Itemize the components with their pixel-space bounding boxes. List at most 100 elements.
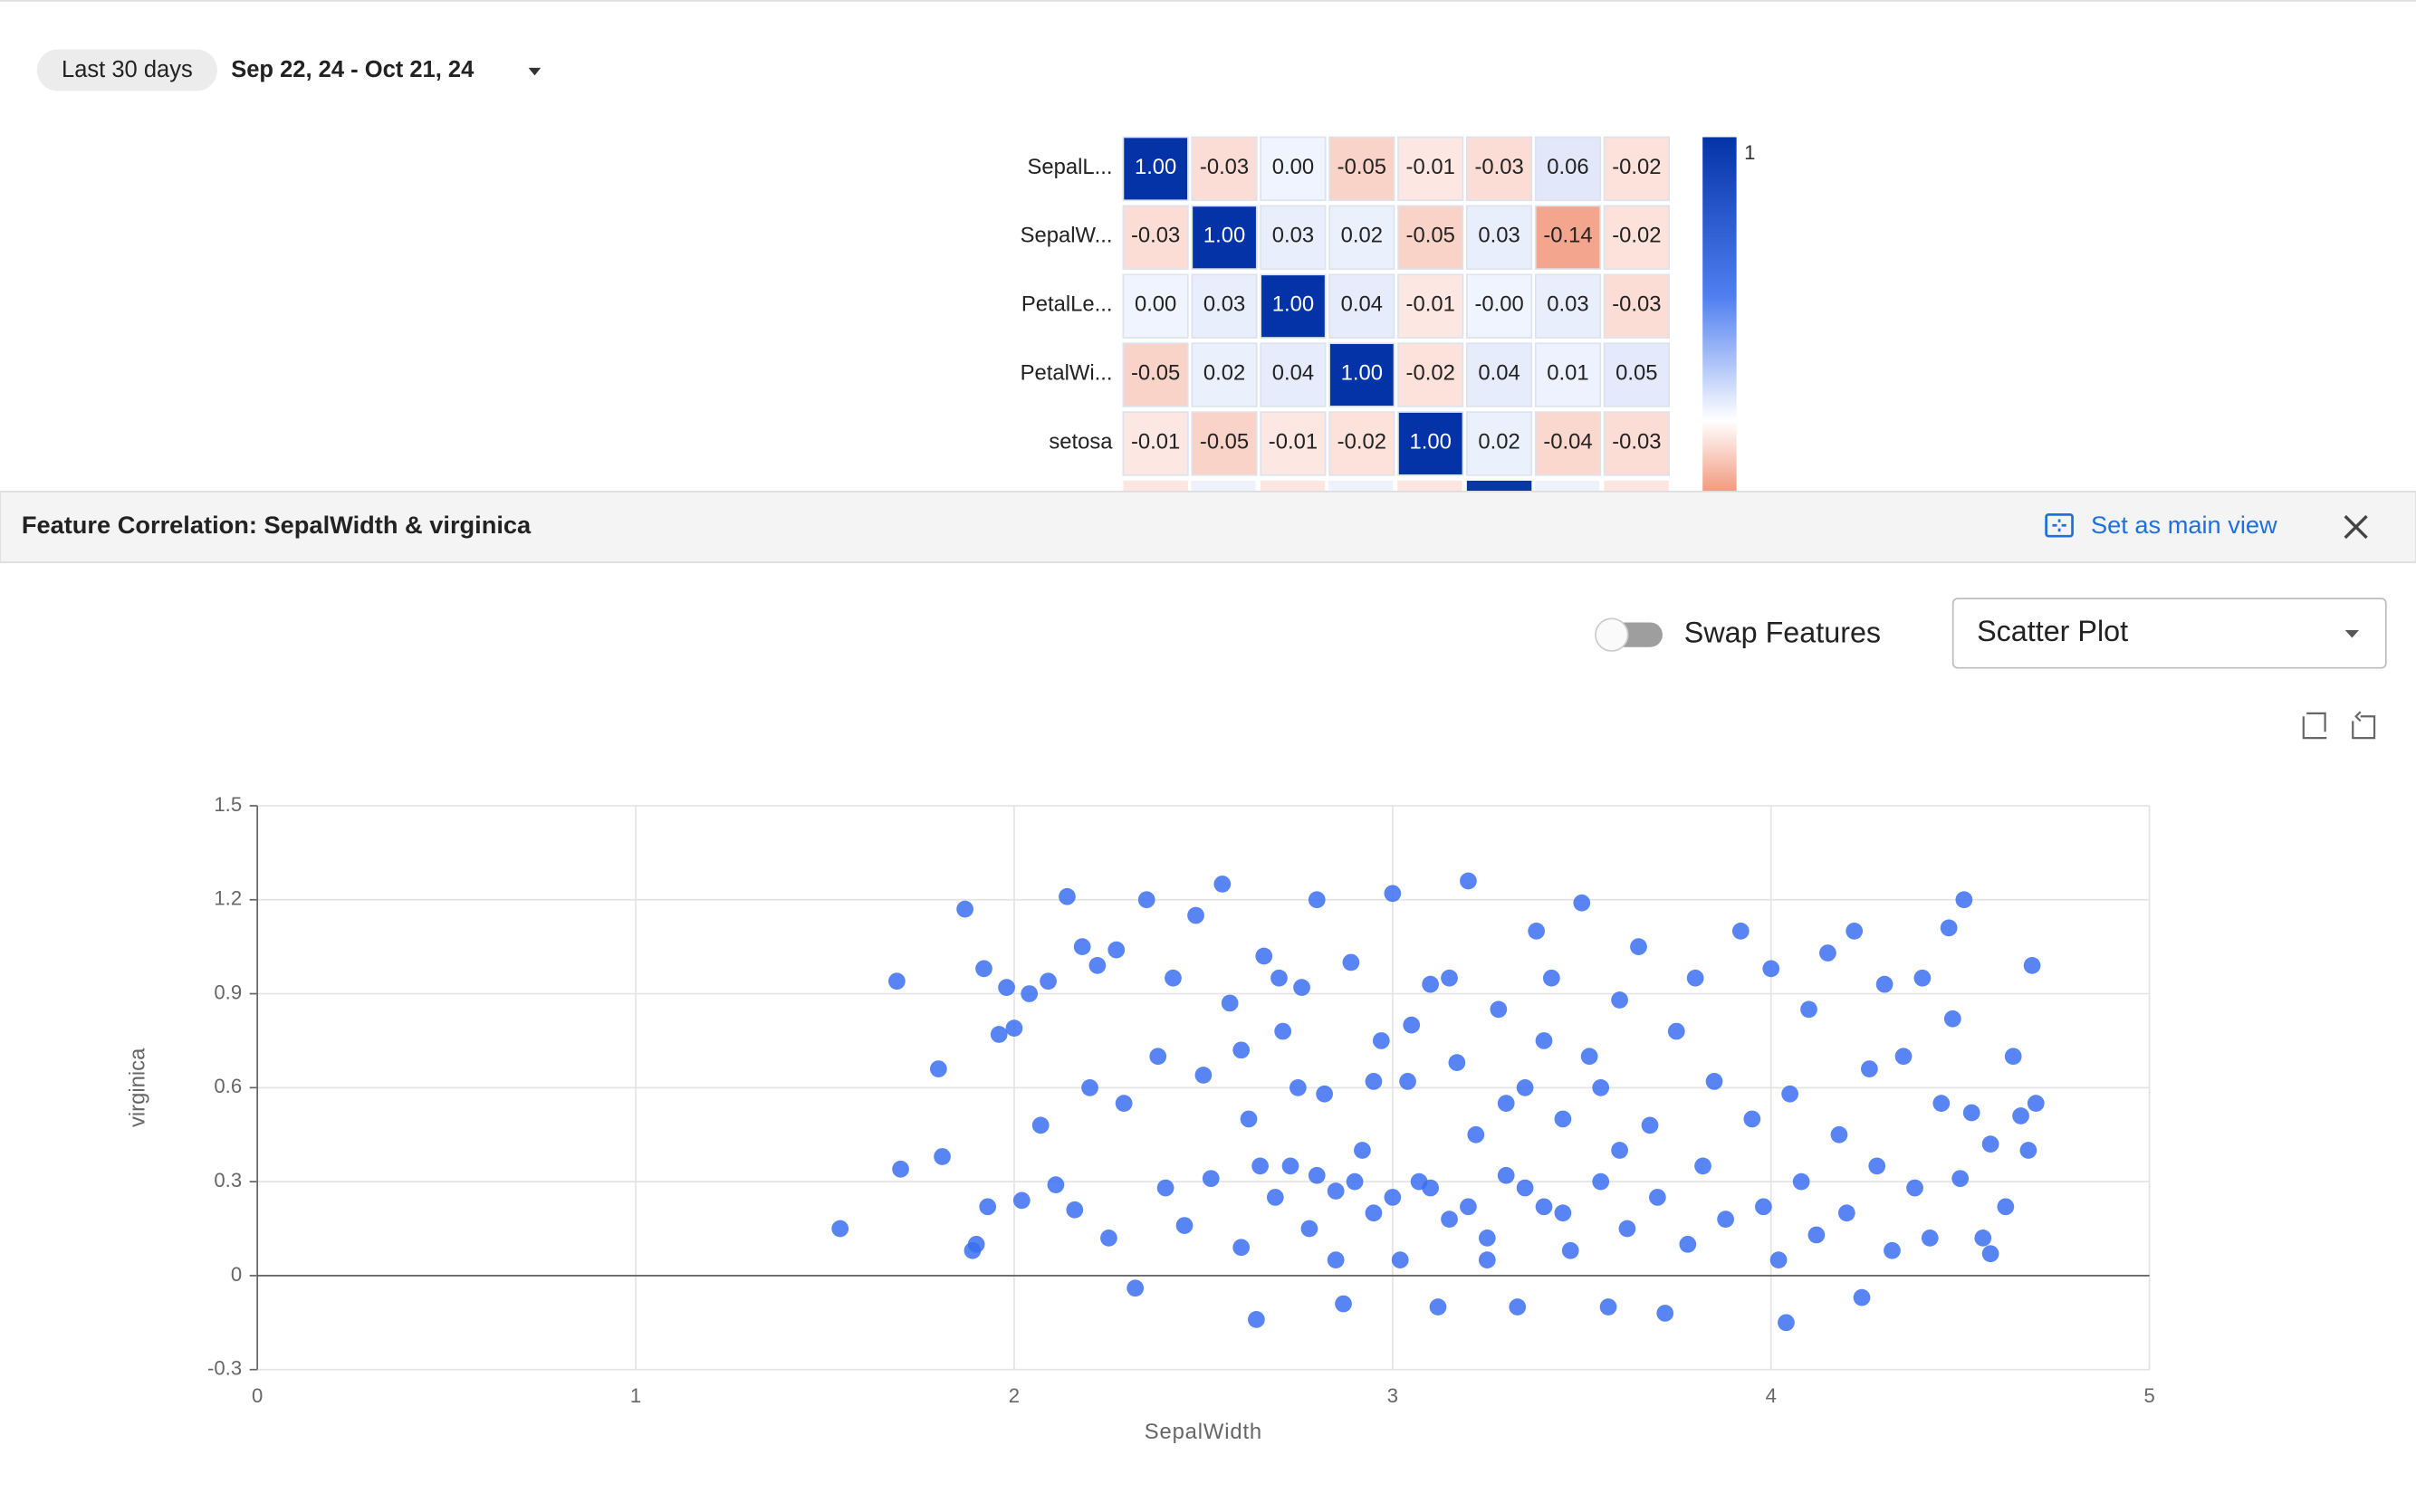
close-button[interactable] [2344,514,2368,540]
scatter-point [1149,1048,1167,1066]
scatter-point [1365,1204,1383,1222]
cell-label: -0.03 [1612,292,1661,317]
scatter-point [1962,1104,1980,1122]
heat-cell [1397,342,1464,407]
scatter-point [1932,1095,1951,1112]
scatter-point [956,900,973,918]
scatter-point [1422,975,1439,993]
scatter-point [1281,1157,1299,1175]
cell-label: 0.06 [1547,155,1588,179]
scatter-point [1913,969,1932,987]
date-caret[interactable] [528,67,542,76]
scatter-point [1316,1085,1333,1103]
scatter-point [1040,972,1057,990]
heat-cell [1328,205,1395,270]
zoom-icon[interactable] [2302,712,2327,740]
scatter-point [1059,887,1076,905]
scatter-point [1100,1230,1117,1247]
heat-cell [1122,273,1189,339]
heat-cell [1397,273,1464,339]
row-label: SepalW... [1021,224,1113,248]
heat-cell [1328,273,1395,339]
reset-icon[interactable] [2352,711,2376,740]
scatter-point [1066,1201,1084,1219]
scatter-point [1618,1220,1636,1238]
scatter-point [1478,1230,1496,1247]
scatter-point [1270,969,1288,987]
scatter-point [1274,1022,1292,1040]
scatter-point [1955,891,1973,909]
cell-label: -0.01 [1406,292,1455,317]
scatter-point [1819,944,1836,962]
scatter-point [1717,1211,1734,1229]
range-chip[interactable] [36,49,217,91]
scatter-point [1478,1251,1496,1268]
range-chip-label[interactable]: Last 30 days [62,57,193,82]
scatter-point [979,1198,997,1216]
y-tick-label: 0.3 [214,1169,242,1191]
heat-cell [1191,342,1258,407]
scatter-point [1868,1157,1886,1175]
scatter-point [1308,1166,1326,1184]
scatter-point [1762,960,1780,978]
scatter-point [1255,947,1273,965]
scatter-point [1031,1116,1050,1134]
main-view-button[interactable]: Set as main view [2091,511,2277,539]
scatter-point [1372,1032,1390,1049]
scatter-point [1088,957,1107,974]
cell-label: -0.14 [1543,224,1592,248]
scatter-point [1974,1230,1992,1247]
heat-cell [1466,273,1533,339]
cell-label: 1.00 [1341,360,1383,385]
colorbar [1702,137,1737,492]
scatter-point [1981,1245,1999,1263]
heat-cell [1466,136,1533,202]
y-tick-label: -0.3 [207,1357,242,1380]
cell-label: 0.04 [1478,360,1520,385]
heat-cell [1466,205,1533,270]
scatter-point [1175,1217,1194,1234]
heat-cell [1260,205,1327,270]
swap-toggle-thumb[interactable] [1595,617,1629,652]
scatter-point [1554,1110,1572,1128]
scatter-point [1399,1073,1416,1090]
scatter-point [1656,1305,1674,1322]
scatter-point [1611,991,1628,1009]
scatter-point [1107,941,1126,959]
heat-cell [1534,136,1602,202]
heat-cell [1328,342,1395,407]
heat-cell [1534,342,1602,407]
cell-label: -0.02 [1612,155,1661,179]
scatter-point [1005,1019,1023,1037]
y-tick-label: 1.2 [214,887,242,910]
heat-cell [1603,342,1670,407]
cell-label: 0.03 [1272,224,1314,248]
scatter-point [1266,1189,1284,1206]
main-view-icon[interactable] [2045,513,2074,538]
scatter-point [1554,1204,1572,1222]
x-axis-title: SepalWidth [1145,1420,1262,1444]
scatter-point [1429,1298,1447,1316]
scatter-point [967,1235,985,1253]
scatter-point [1807,1226,1826,1244]
scatter-point [1649,1189,1666,1206]
scatter-point [1580,1048,1598,1066]
chart-type-value[interactable]: Scatter Plot [1977,615,2128,647]
heat-cell [1603,205,1670,270]
cell-label: 0.03 [1547,292,1588,317]
heat-cell [1191,136,1258,202]
chart-type-dropdown[interactable] [1951,598,2387,669]
scatter-point [1021,985,1039,1002]
scatter-point [1830,1125,1848,1144]
scatter-point [1165,969,1182,987]
dropdown-caret[interactable] [2344,629,2360,638]
scatter-point [1441,1211,1458,1229]
heat-cell [1260,342,1327,407]
cell-label: 1.00 [1272,292,1314,317]
date-range[interactable]: Sep 22, 24 - Oct 21, 24 [231,57,475,82]
heat-cell [1191,273,1258,339]
x-tick-label: 0 [252,1384,263,1407]
scatter-point [1561,1241,1579,1259]
scatter-point [1422,1179,1439,1197]
